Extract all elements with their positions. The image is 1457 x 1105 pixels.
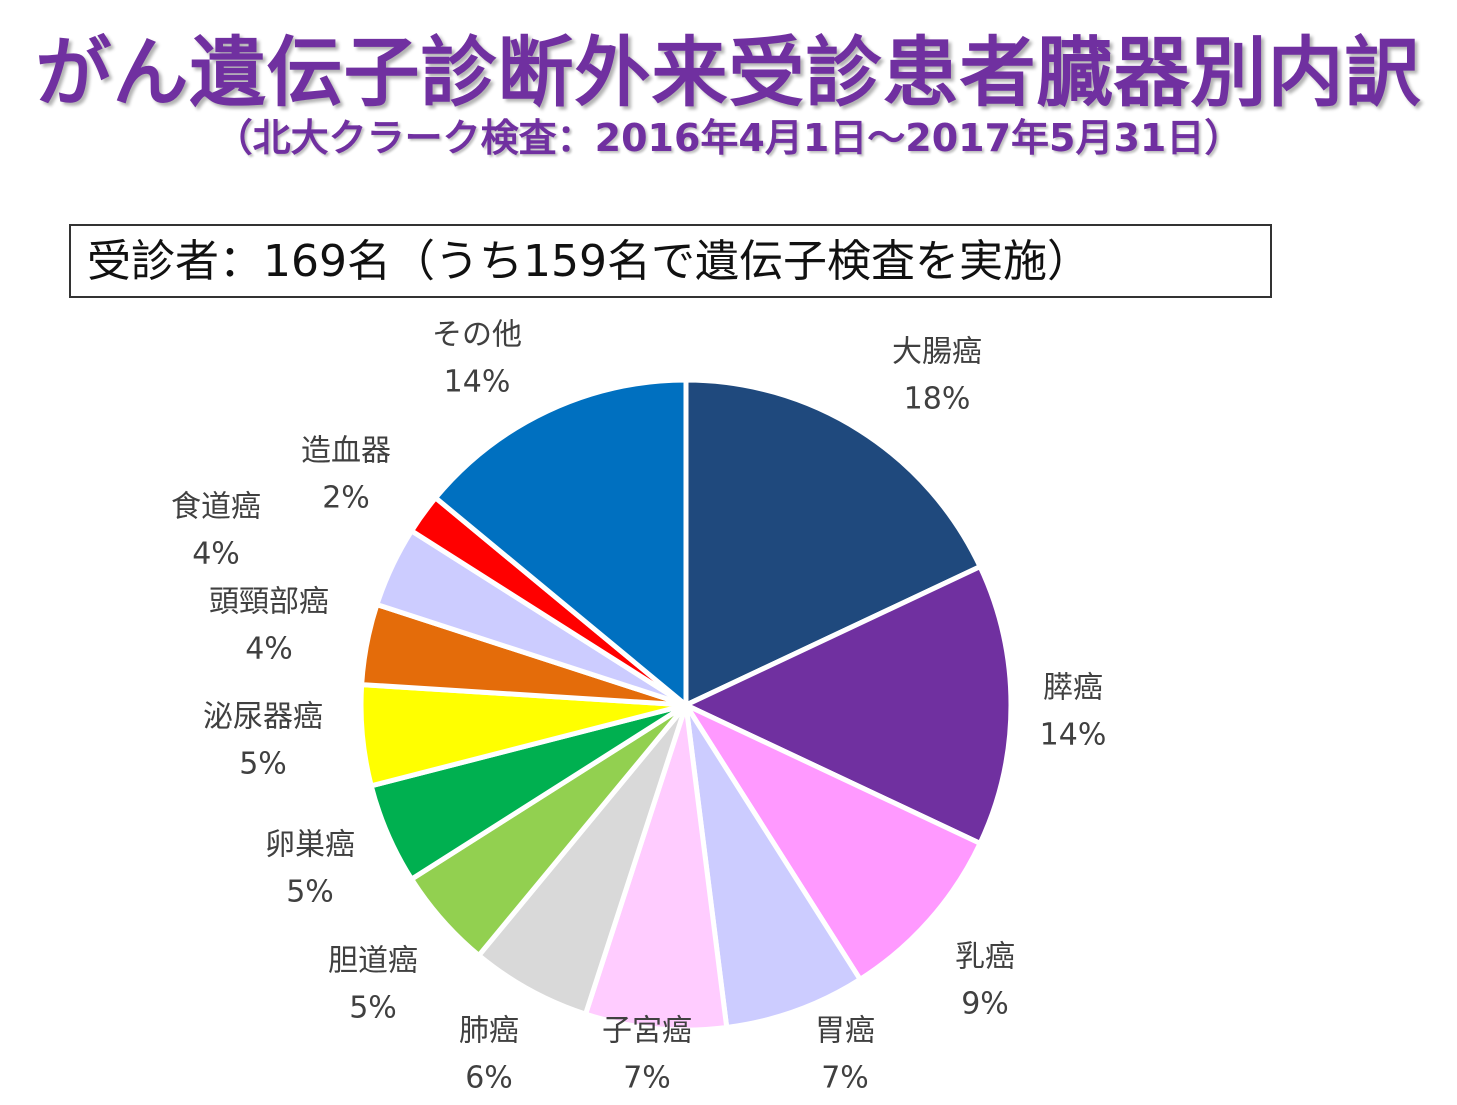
pie-slice-2 <box>683 564 1014 846</box>
slice-percent-label: 14% <box>444 365 511 400</box>
slice-name-label: 胆道癌 <box>328 944 418 979</box>
slice-percent-label: 4% <box>192 537 240 572</box>
slice-percent-label: 5% <box>349 991 397 1026</box>
slice-name-label: 頭頸部癌 <box>209 585 329 620</box>
slice-percent-label: 4% <box>245 632 293 667</box>
pie-slice-4 <box>683 702 863 1030</box>
pie-labels: 大腸癌 18% 膵癌 14% 乳癌 9% 胃癌 7% 子宮癌 7% 肺癌 6% 胆道癌 5% 卵巣癌 5% 泌尿… <box>171 318 1106 1096</box>
summary-box: 受診者：169名（うち159名で遺伝子検査を実施） <box>69 224 1272 298</box>
slice-percent-label: 5% <box>239 747 287 782</box>
slice-percent-label: 9% <box>961 987 1009 1022</box>
page-title: がん遺伝子診断外来受診患者臓器別内訳 <box>35 28 1422 117</box>
page-subtitle: （北大クラーク検査：2016年4月1日～2017年5月31日） <box>214 116 1243 160</box>
slice-name-label: 大腸癌 <box>892 335 982 370</box>
slice-name-label: 胃癌 <box>815 1014 875 1049</box>
slice-percent-label: 7% <box>821 1061 869 1096</box>
slice-percent-label: 2% <box>322 481 370 516</box>
slice-name-label: 造血器 <box>301 434 391 469</box>
slice-name-label: 食道癌 <box>171 490 261 525</box>
slice-name-label: 泌尿器癌 <box>203 700 323 735</box>
pie-slice-13 <box>433 377 689 708</box>
slice-percent-label: 5% <box>286 875 334 910</box>
pie-slice-5 <box>583 702 730 1033</box>
slice-percent-label: 6% <box>465 1061 513 1096</box>
slice-name-label: 子宮癌 <box>602 1014 692 1049</box>
slice-percent-label: 14% <box>1040 718 1107 753</box>
slice-name-label: 膵癌 <box>1043 671 1103 706</box>
slice-percent-label: 7% <box>623 1061 671 1096</box>
slice-name-label: 肺癌 <box>459 1014 519 1049</box>
slice-name-label: 卵巣癌 <box>265 828 355 863</box>
pie-slice-3 <box>683 702 983 982</box>
slice-percent-label: 18% <box>904 382 971 417</box>
slice-name-label: 乳癌 <box>955 940 1015 975</box>
pie-slice-1 <box>683 377 983 708</box>
slice-name-label: その他 <box>432 318 522 353</box>
pie-slices <box>358 377 1014 1033</box>
